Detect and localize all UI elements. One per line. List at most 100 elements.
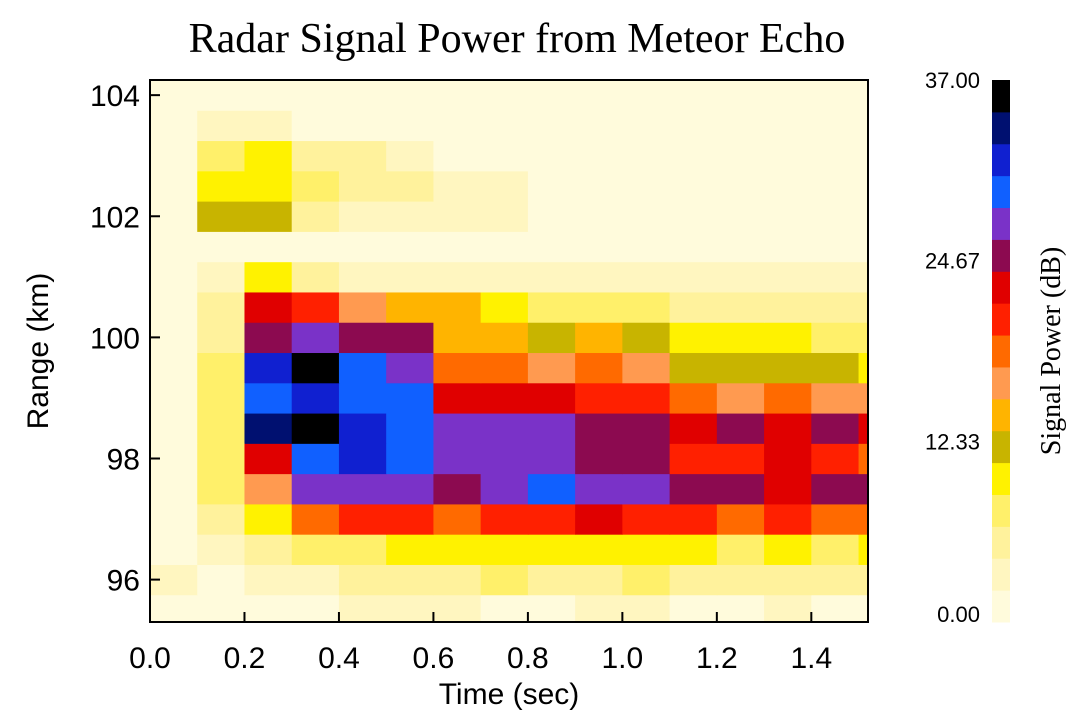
heatmap-cell bbox=[811, 473, 860, 505]
heatmap-cell bbox=[575, 201, 623, 232]
heatmap-cell bbox=[291, 170, 340, 202]
colorbar-swatch bbox=[992, 175, 1010, 209]
heatmap-cell bbox=[150, 140, 198, 172]
heatmap-cell bbox=[622, 382, 671, 414]
heatmap-cell bbox=[480, 231, 529, 263]
heatmap-cell bbox=[716, 413, 765, 444]
heatmap-cell bbox=[764, 413, 812, 444]
heatmap-cell bbox=[764, 291, 812, 323]
heatmap-cell bbox=[811, 443, 860, 475]
x-tick-label: 0.6 bbox=[413, 642, 455, 675]
heatmap-cell bbox=[716, 594, 765, 622]
heatmap-cell bbox=[669, 443, 718, 475]
heatmap-cell bbox=[575, 110, 623, 142]
heatmap-cell bbox=[575, 534, 623, 565]
heatmap-cell bbox=[622, 110, 671, 142]
heatmap-cell bbox=[338, 80, 387, 111]
heatmap-cell bbox=[669, 261, 718, 293]
heatmap-cell bbox=[291, 382, 340, 414]
x-tick-label: 0.2 bbox=[224, 642, 266, 675]
heatmap-cell bbox=[858, 201, 868, 232]
heatmap-cell bbox=[480, 503, 529, 535]
heatmap-cell bbox=[575, 352, 623, 384]
heatmap-cell bbox=[480, 594, 529, 622]
heatmap-cell bbox=[244, 322, 293, 354]
heatmap-cell bbox=[858, 534, 868, 565]
colorbar-tick-label: 12.33 bbox=[925, 429, 980, 454]
heatmap-cell bbox=[858, 473, 868, 505]
heatmap-cell bbox=[244, 413, 293, 444]
heatmap-cell bbox=[622, 564, 671, 596]
heatmap-cell bbox=[291, 352, 340, 384]
heatmap-cell bbox=[338, 473, 387, 505]
heatmap-cell bbox=[244, 261, 293, 293]
heatmap-cell bbox=[433, 231, 482, 263]
heatmap-cell bbox=[244, 564, 293, 596]
heatmap-cell bbox=[858, 413, 868, 444]
heatmap-cell bbox=[433, 352, 482, 384]
heatmap-cell bbox=[291, 140, 340, 172]
heatmap-cell bbox=[197, 594, 245, 622]
heatmap-cell bbox=[197, 291, 245, 323]
heatmap-cell bbox=[622, 322, 671, 354]
heatmap-cell bbox=[480, 564, 529, 596]
heatmap-cell bbox=[338, 140, 387, 172]
heatmap-cell bbox=[291, 80, 340, 111]
heatmap-cell bbox=[858, 382, 868, 414]
heatmap-cell bbox=[716, 201, 765, 232]
heatmap-cell bbox=[716, 231, 765, 263]
heatmap-cell bbox=[811, 140, 860, 172]
heatmap-cell bbox=[669, 413, 718, 444]
heatmap-cell bbox=[150, 170, 198, 202]
heatmap-cell bbox=[527, 261, 576, 293]
heatmap-cell bbox=[575, 443, 623, 475]
heatmap-cell bbox=[669, 534, 718, 565]
heatmap-cell bbox=[858, 352, 868, 384]
heatmap-cell bbox=[622, 534, 671, 565]
heatmap-cell bbox=[858, 110, 868, 142]
heatmap-cell bbox=[622, 352, 671, 384]
heatmap-cell bbox=[622, 201, 671, 232]
heatmap-cell bbox=[244, 382, 293, 414]
heatmap-cell bbox=[811, 322, 860, 354]
heatmap-cell bbox=[480, 443, 529, 475]
heatmap-cell bbox=[338, 564, 387, 596]
heatmap-cell bbox=[764, 231, 812, 263]
heatmap-cell bbox=[244, 201, 293, 232]
heatmap-cell bbox=[669, 503, 718, 535]
heatmap-cell bbox=[291, 564, 340, 596]
heatmap-cell bbox=[480, 291, 529, 323]
heatmap-cell bbox=[527, 140, 576, 172]
heatmap-cell bbox=[811, 352, 860, 384]
colorbar-swatch bbox=[992, 303, 1010, 336]
heatmap-cell bbox=[150, 261, 198, 293]
heatmap-cell bbox=[764, 322, 812, 354]
heatmap-cell bbox=[338, 594, 387, 622]
heatmap-cell bbox=[575, 564, 623, 596]
heatmap-cell bbox=[669, 110, 718, 142]
heatmap-cell bbox=[386, 140, 434, 172]
heatmap-cell bbox=[622, 413, 671, 444]
heatmap-cell bbox=[244, 231, 293, 263]
heatmap-cell bbox=[150, 534, 198, 565]
heatmap-cell bbox=[527, 110, 576, 142]
heatmap-cell bbox=[433, 443, 482, 475]
heatmap-cell bbox=[622, 261, 671, 293]
heatmap-cell bbox=[858, 231, 868, 263]
heatmap-cell bbox=[386, 413, 434, 444]
colorbar-swatch bbox=[992, 271, 1010, 304]
x-tick-label: 1.2 bbox=[696, 642, 738, 675]
heatmap-cell bbox=[622, 503, 671, 535]
heatmap-cell bbox=[291, 322, 340, 354]
heatmap-cell bbox=[480, 473, 529, 505]
heatmap-cell bbox=[669, 170, 718, 202]
heatmap-cell bbox=[764, 382, 812, 414]
heatmap-cell bbox=[764, 261, 812, 293]
heatmap-cell bbox=[291, 534, 340, 565]
colorbar-swatch bbox=[992, 335, 1010, 368]
heatmap-cell bbox=[811, 564, 860, 596]
colorbar-swatch bbox=[992, 111, 1010, 145]
heatmap-cell bbox=[716, 110, 765, 142]
heatmap-cell bbox=[386, 352, 434, 384]
heatmap-cell bbox=[291, 201, 340, 232]
